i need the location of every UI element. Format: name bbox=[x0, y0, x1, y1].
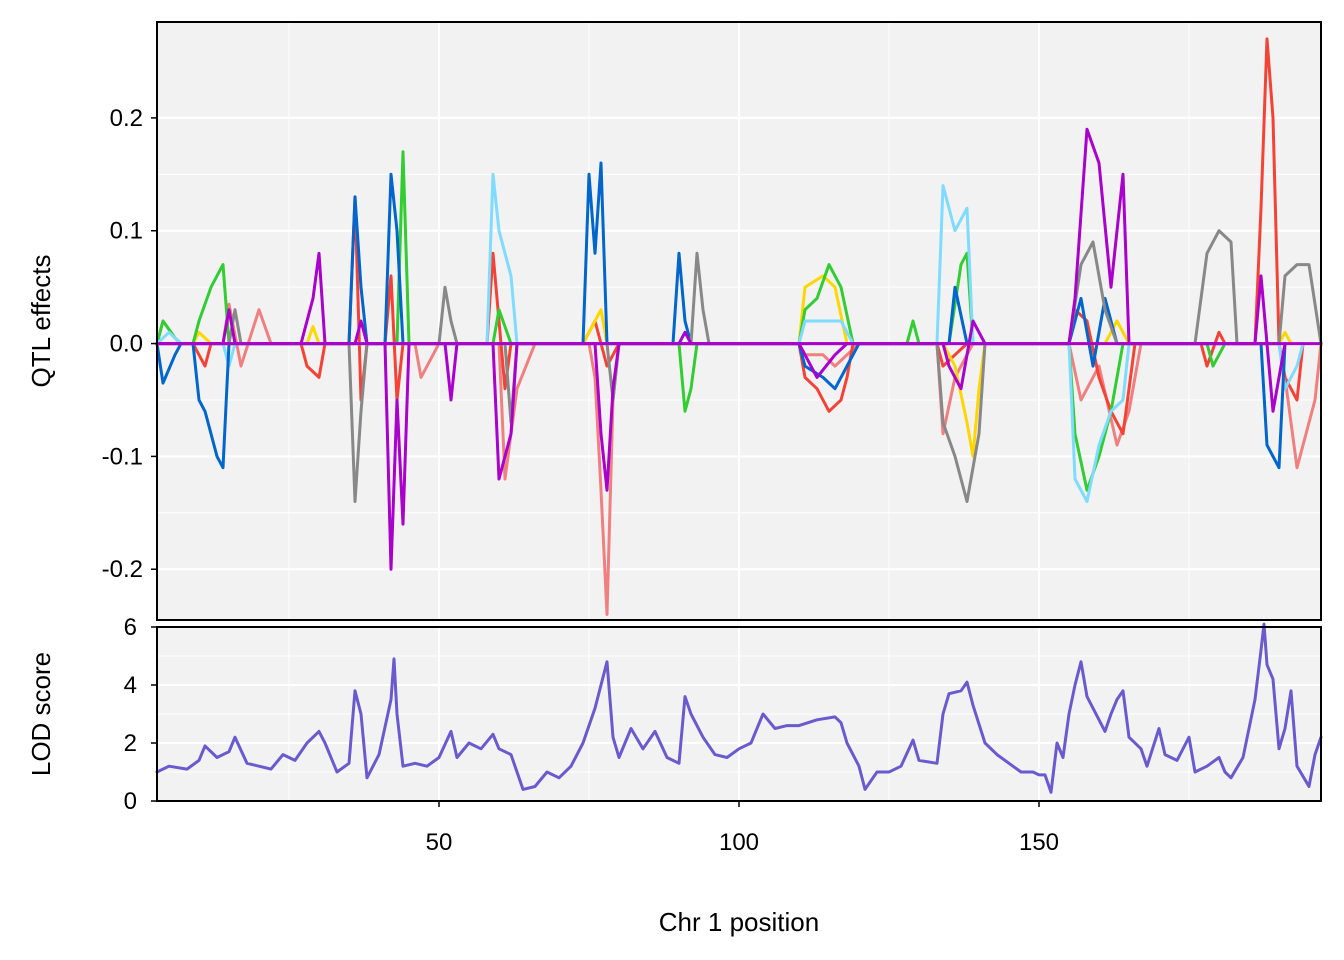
effects-series-group bbox=[155, 37, 1323, 616]
lod-y-tick-label: 2 bbox=[124, 730, 137, 757]
effects-y-tick-label: 0.0 bbox=[110, 331, 143, 358]
lod-series-group bbox=[155, 622, 1323, 794]
x-tick-label: 100 bbox=[719, 829, 759, 856]
effects-series-4 bbox=[155, 150, 1227, 492]
x-tick-label: 50 bbox=[426, 829, 453, 856]
lod-y-tick-label: 6 bbox=[124, 614, 137, 641]
lod-y-axis-title: LOD score bbox=[26, 652, 56, 776]
effects-panel-border bbox=[156, 21, 1322, 621]
effects-series-6 bbox=[155, 161, 1287, 470]
lod-series-1 bbox=[155, 622, 1323, 794]
effects-series-8 bbox=[155, 127, 1287, 571]
effects-y-axis-title: QTL effects bbox=[26, 255, 56, 388]
lod-panel: 0 2 4 6 50 100 150 LOD score Chr 1 position bbox=[26, 614, 1323, 937]
x-tick-label: 150 bbox=[1019, 829, 1059, 856]
x-axis-title: Chr 1 position bbox=[659, 907, 819, 937]
lod-y-tick-label: 4 bbox=[124, 672, 137, 699]
effects-y-tick-label: -0.1 bbox=[102, 443, 143, 470]
effects-y-tick-label: 0.1 bbox=[110, 218, 143, 245]
x-ticks: 50 100 150 bbox=[426, 801, 1059, 856]
effects-series-3 bbox=[155, 274, 1293, 458]
effects-panel: 0.2 0.1 0.0 -0.1 -0.2 QTL effects bbox=[26, 21, 1323, 621]
effects-y-tick-label: -0.2 bbox=[102, 556, 143, 583]
lod-y-tick-label: 0 bbox=[124, 788, 137, 815]
effects-y-tick-label: 0.2 bbox=[110, 105, 143, 132]
effects-y-ticks: 0.2 0.1 0.0 -0.1 -0.2 bbox=[102, 105, 157, 583]
lod-y-ticks: 0 2 4 6 bbox=[124, 614, 157, 815]
